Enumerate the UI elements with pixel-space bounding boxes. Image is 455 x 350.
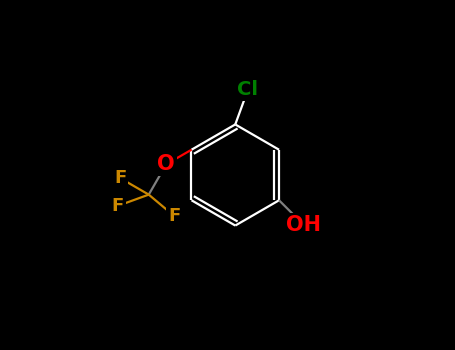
Text: Cl: Cl: [238, 80, 258, 99]
Text: F: F: [168, 207, 180, 225]
Text: F: F: [114, 169, 126, 187]
Text: OH: OH: [286, 215, 321, 235]
Text: O: O: [157, 154, 175, 174]
Text: F: F: [111, 197, 124, 215]
